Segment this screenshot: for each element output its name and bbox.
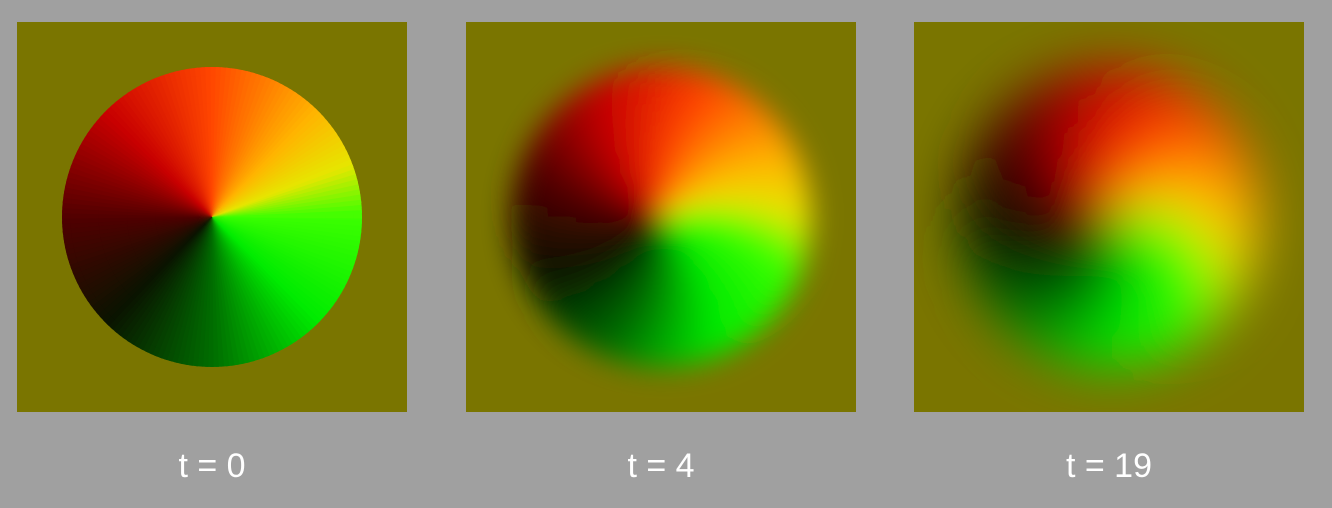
vortex-panel-t0 (17, 22, 407, 412)
vortex-image-t19 (914, 22, 1304, 412)
vortex-panel-t19 (914, 22, 1304, 412)
vortex-image-t0 (17, 22, 407, 412)
vortex (959, 67, 1259, 367)
caption-t4: t = 4 (627, 447, 695, 485)
vortex-panel-t4 (466, 22, 856, 412)
caption-t0: t = 0 (178, 447, 246, 485)
caption-t19: t = 19 (1065, 447, 1152, 485)
vortex-image-t4 (466, 22, 856, 412)
